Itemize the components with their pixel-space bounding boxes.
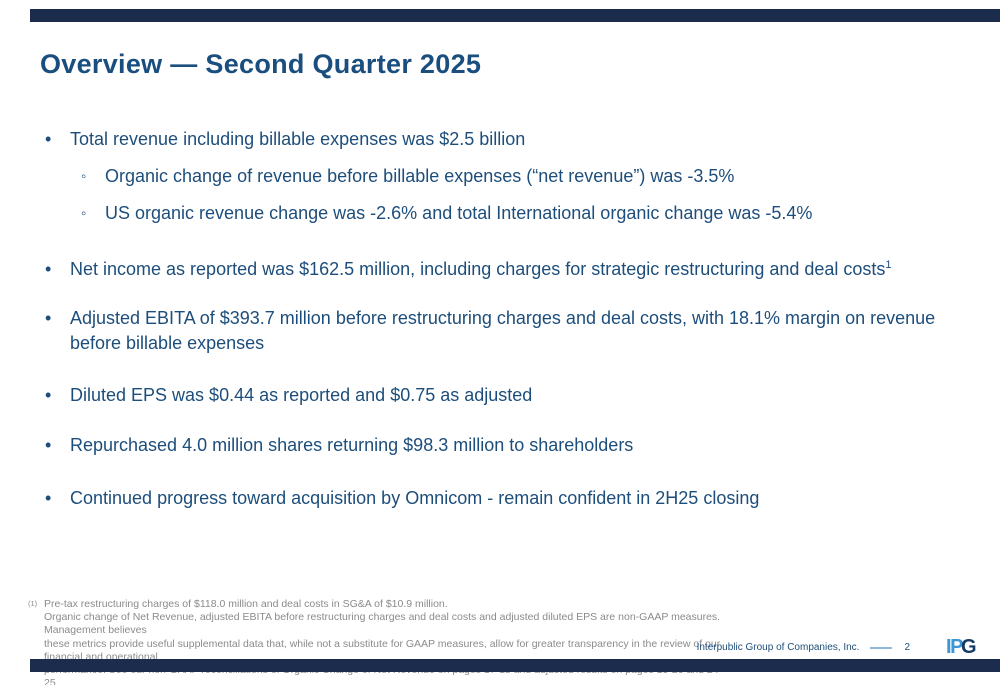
- bullet-dot-icon: •: [45, 259, 52, 279]
- bullet-item: • Adjusted EBITA of $393.7 million befor…: [45, 306, 960, 356]
- ipg-logo-dark-letter: G: [960, 636, 977, 658]
- bullet-text: Net income as reported was $162.5 millio…: [70, 257, 892, 282]
- bullet-dot-icon: •: [45, 488, 52, 508]
- ipg-logo-light-letters: IP: [946, 636, 963, 658]
- bullet-dot-icon: •: [45, 308, 52, 328]
- slide-footer: Interpublic Group of Companies, Inc. 2 I…: [696, 636, 977, 659]
- bullet-item: • Total revenue including billable expen…: [45, 127, 960, 152]
- sub-bullet-item: ◦ US organic revenue change was -2.6% an…: [45, 201, 960, 226]
- sub-bullet-text: Organic change of revenue before billabl…: [105, 166, 735, 186]
- footnote-reference: 1: [885, 259, 892, 271]
- sub-bullet-item: ◦ Organic change of revenue before billa…: [45, 164, 960, 189]
- bullet-dot-icon: •: [45, 435, 52, 455]
- bullet-item: • Net income as reported was $162.5 mill…: [45, 257, 960, 282]
- bullet-dot-icon: •: [45, 129, 52, 149]
- bullet-item: • Diluted EPS was $0.44 as reported and …: [45, 383, 960, 408]
- bottom-accent-bar: [30, 659, 1000, 672]
- slide-title: Overview — Second Quarter 2025: [40, 49, 482, 79]
- page-number: 2: [904, 642, 911, 653]
- bullet-text: Repurchased 4.0 million shares returning…: [70, 435, 634, 455]
- bullet-item: • Continued progress toward acquisition …: [45, 486, 960, 511]
- footer-company-name: Interpublic Group of Companies, Inc.: [696, 642, 860, 653]
- footnote-marker: (1): [28, 599, 38, 608]
- bullet-circle-icon: ◦: [81, 205, 87, 222]
- bullet-text: Diluted EPS was $0.44 as reported and $0…: [70, 385, 533, 405]
- bullet-text-body: Net income as reported was $162.5 millio…: [70, 259, 886, 279]
- bullet-list: • Total revenue including billable expen…: [45, 116, 960, 511]
- bullet-dot-icon: •: [45, 385, 52, 405]
- ipg-logo: IPG: [946, 636, 977, 659]
- top-accent-bar: [30, 9, 1000, 22]
- footer-divider-dash: [870, 646, 893, 649]
- bullet-text: Continued progress toward acquisition by…: [70, 488, 760, 508]
- bullet-text: Total revenue including billable expense…: [70, 129, 526, 149]
- bullet-item: • Repurchased 4.0 million shares returni…: [45, 433, 960, 458]
- bullet-circle-icon: ◦: [81, 168, 87, 185]
- sub-bullet-text: US organic revenue change was -2.6% and …: [105, 203, 813, 223]
- bullet-text: Adjusted EBITA of $393.7 million before …: [70, 308, 936, 353]
- footnote-line: Organic change of Net Revenue, adjusted …: [44, 611, 721, 637]
- footnote-line: Pre-tax restructuring charges of $118.0 …: [44, 598, 448, 610]
